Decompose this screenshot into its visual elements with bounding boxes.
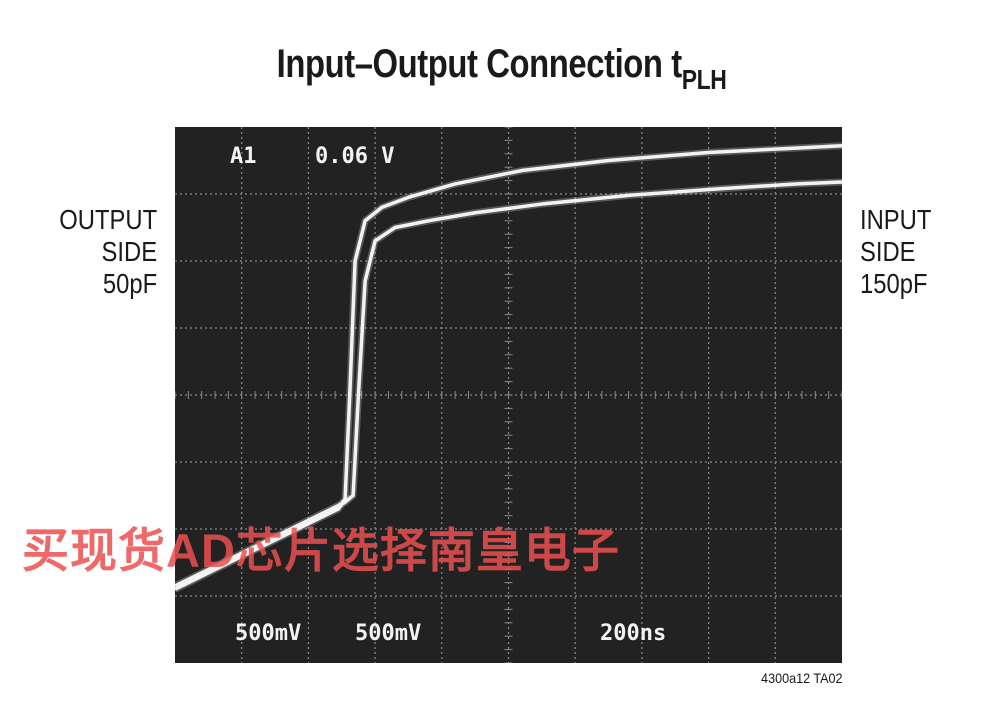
timebase-readout: 200ns — [600, 621, 666, 646]
output-side-label-line: OUTPUT — [59, 204, 157, 235]
input-side-label: INPUT SIDE 150pF — [860, 204, 931, 300]
title-main: Input–Output Connection t — [276, 42, 683, 86]
trigger-source-readout: A1 — [230, 144, 257, 169]
channel-2-scale-readout: 500mV — [355, 621, 421, 646]
channel-1-scale-readout: 500mV — [235, 621, 301, 646]
watermark-text: 买现货AD芯片选择南皇电子 — [22, 524, 620, 577]
output-side-label-line: 50pF — [102, 268, 157, 299]
input-side-label-line: 150pF — [860, 268, 928, 299]
waveform-trace-2 — [175, 180, 842, 588]
oscilloscope-screen: A1 0.06 V 500mV 500mV 200ns — [175, 127, 842, 663]
trigger-level-readout: 0.06 V — [315, 144, 394, 169]
input-side-label-line: SIDE — [860, 236, 916, 267]
waveform-traces — [175, 142, 842, 593]
output-side-label: OUTPUT SIDE 50pF — [59, 204, 157, 300]
output-side-label-line: SIDE — [101, 236, 157, 267]
waveform-trace-1 — [175, 144, 842, 591]
figure-title: Input–Output Connection tPLH — [91, 42, 913, 95]
title-subscript: PLH — [681, 64, 727, 95]
figure-id: 4300a12 TA02 — [761, 670, 843, 686]
input-side-label-line: INPUT — [860, 204, 932, 235]
